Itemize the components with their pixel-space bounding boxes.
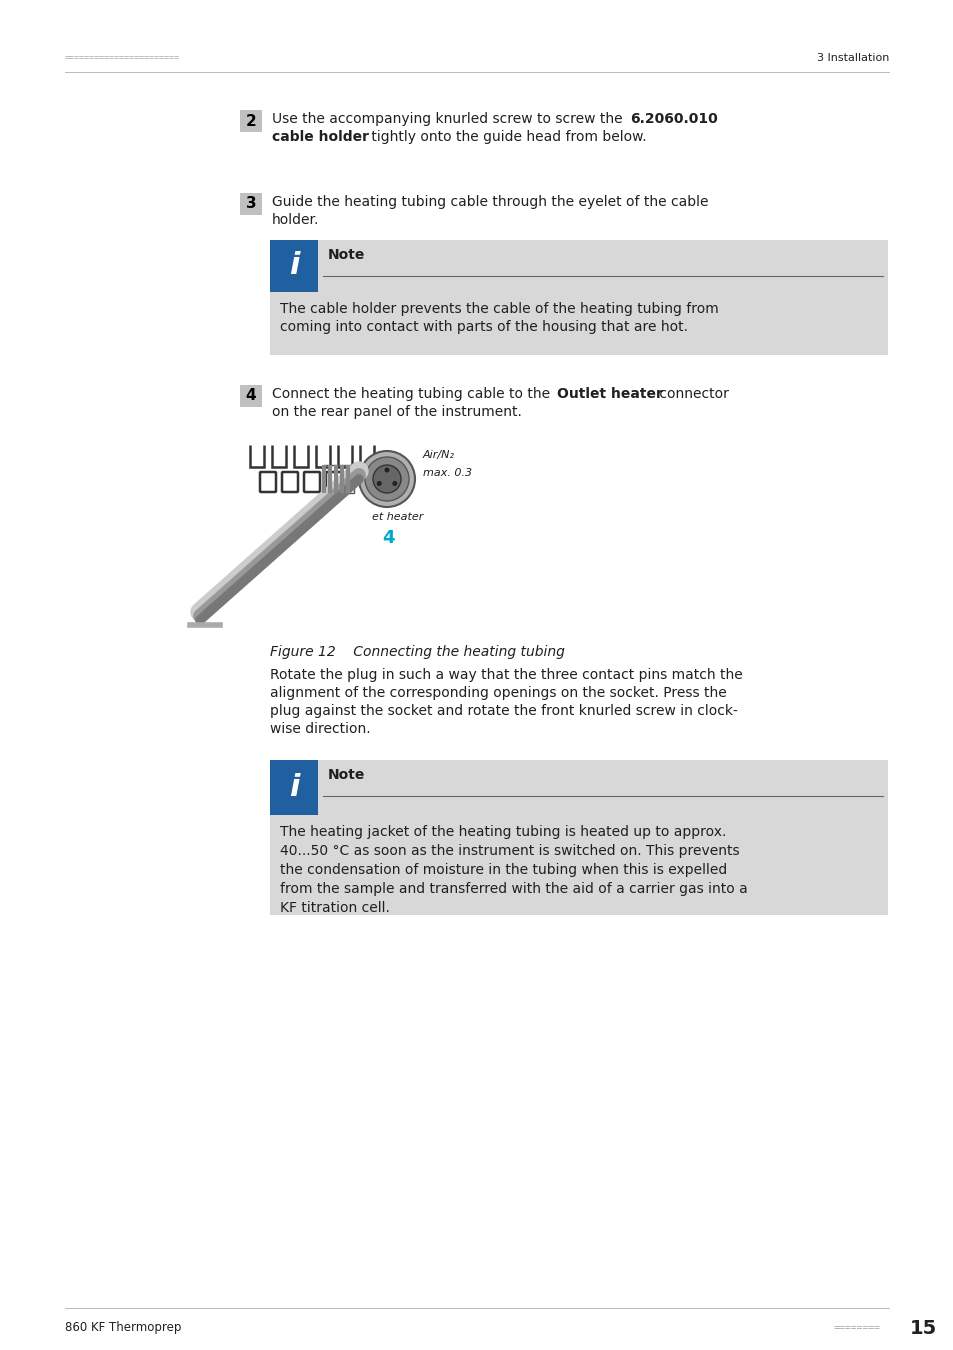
FancyBboxPatch shape: [260, 472, 275, 491]
Text: Note: Note: [328, 248, 365, 262]
FancyBboxPatch shape: [240, 109, 262, 132]
Text: The cable holder prevents the cable of the heating tubing from: The cable holder prevents the cable of t…: [280, 302, 718, 316]
Text: tightly onto the guide head from below.: tightly onto the guide head from below.: [367, 130, 646, 144]
FancyBboxPatch shape: [240, 193, 262, 215]
Text: 6.2060.010: 6.2060.010: [629, 112, 717, 126]
Text: coming into contact with parts of the housing that are hot.: coming into contact with parts of the ho…: [280, 320, 687, 333]
Circle shape: [392, 481, 396, 486]
Text: on the rear panel of the instrument.: on the rear panel of the instrument.: [272, 405, 521, 418]
Text: Figure 12    Connecting the heating tubing: Figure 12 Connecting the heating tubing: [270, 645, 564, 659]
Text: 3: 3: [246, 197, 256, 212]
Text: alignment of the corresponding openings on the socket. Press the: alignment of the corresponding openings …: [270, 686, 726, 701]
FancyBboxPatch shape: [282, 472, 297, 491]
Text: ========: ========: [833, 1323, 880, 1332]
Circle shape: [373, 464, 400, 493]
Text: 3 Installation: 3 Installation: [816, 53, 888, 63]
Text: KF titration cell.: KF titration cell.: [280, 900, 390, 915]
Text: 40...50 °C as soon as the instrument is switched on. This prevents: 40...50 °C as soon as the instrument is …: [280, 844, 739, 859]
Text: max. 0.3: max. 0.3: [422, 468, 472, 478]
Text: Air/N₂: Air/N₂: [422, 450, 455, 460]
FancyBboxPatch shape: [270, 240, 317, 292]
Text: holder.: holder.: [272, 213, 319, 227]
Text: 2: 2: [245, 113, 256, 128]
Text: Outlet heater: Outlet heater: [557, 387, 662, 401]
Text: 15: 15: [909, 1319, 936, 1338]
FancyBboxPatch shape: [304, 472, 319, 491]
Text: cable holder: cable holder: [272, 130, 369, 144]
Text: Guide the heating tubing cable through the eyelet of the cable: Guide the heating tubing cable through t…: [272, 194, 708, 209]
Text: the condensation of moisture in the tubing when this is expelled: the condensation of moisture in the tubi…: [280, 863, 726, 878]
Text: from the sample and transferred with the aid of a carrier gas into a: from the sample and transferred with the…: [280, 882, 747, 896]
Text: Use the accompanying knurled screw to screw the: Use the accompanying knurled screw to sc…: [272, 112, 626, 126]
Circle shape: [358, 451, 415, 508]
Text: connector: connector: [655, 387, 728, 401]
Text: Note: Note: [328, 768, 365, 782]
Text: =======================: =======================: [65, 54, 180, 62]
Text: 4: 4: [246, 389, 256, 404]
Text: Rotate the plug in such a way that the three contact pins match the: Rotate the plug in such a way that the t…: [270, 668, 742, 682]
Text: plug against the socket and rotate the front knurled screw in clock-: plug against the socket and rotate the f…: [270, 703, 737, 718]
Circle shape: [384, 467, 389, 472]
Circle shape: [376, 481, 381, 486]
FancyBboxPatch shape: [240, 385, 262, 406]
Text: 4: 4: [381, 529, 395, 547]
Text: et heater: et heater: [372, 512, 423, 522]
FancyBboxPatch shape: [270, 760, 317, 815]
Circle shape: [365, 458, 409, 501]
FancyBboxPatch shape: [270, 240, 887, 355]
FancyBboxPatch shape: [270, 760, 887, 915]
Text: 860 KF Thermoprep: 860 KF Thermoprep: [65, 1322, 181, 1335]
Text: wise direction.: wise direction.: [270, 722, 370, 736]
Text: i: i: [289, 251, 299, 281]
Text: i: i: [289, 774, 299, 802]
FancyBboxPatch shape: [326, 472, 341, 491]
Text: Connect the heating tubing cable to the: Connect the heating tubing cable to the: [272, 387, 554, 401]
Text: The heating jacket of the heating tubing is heated up to approx.: The heating jacket of the heating tubing…: [280, 825, 725, 838]
